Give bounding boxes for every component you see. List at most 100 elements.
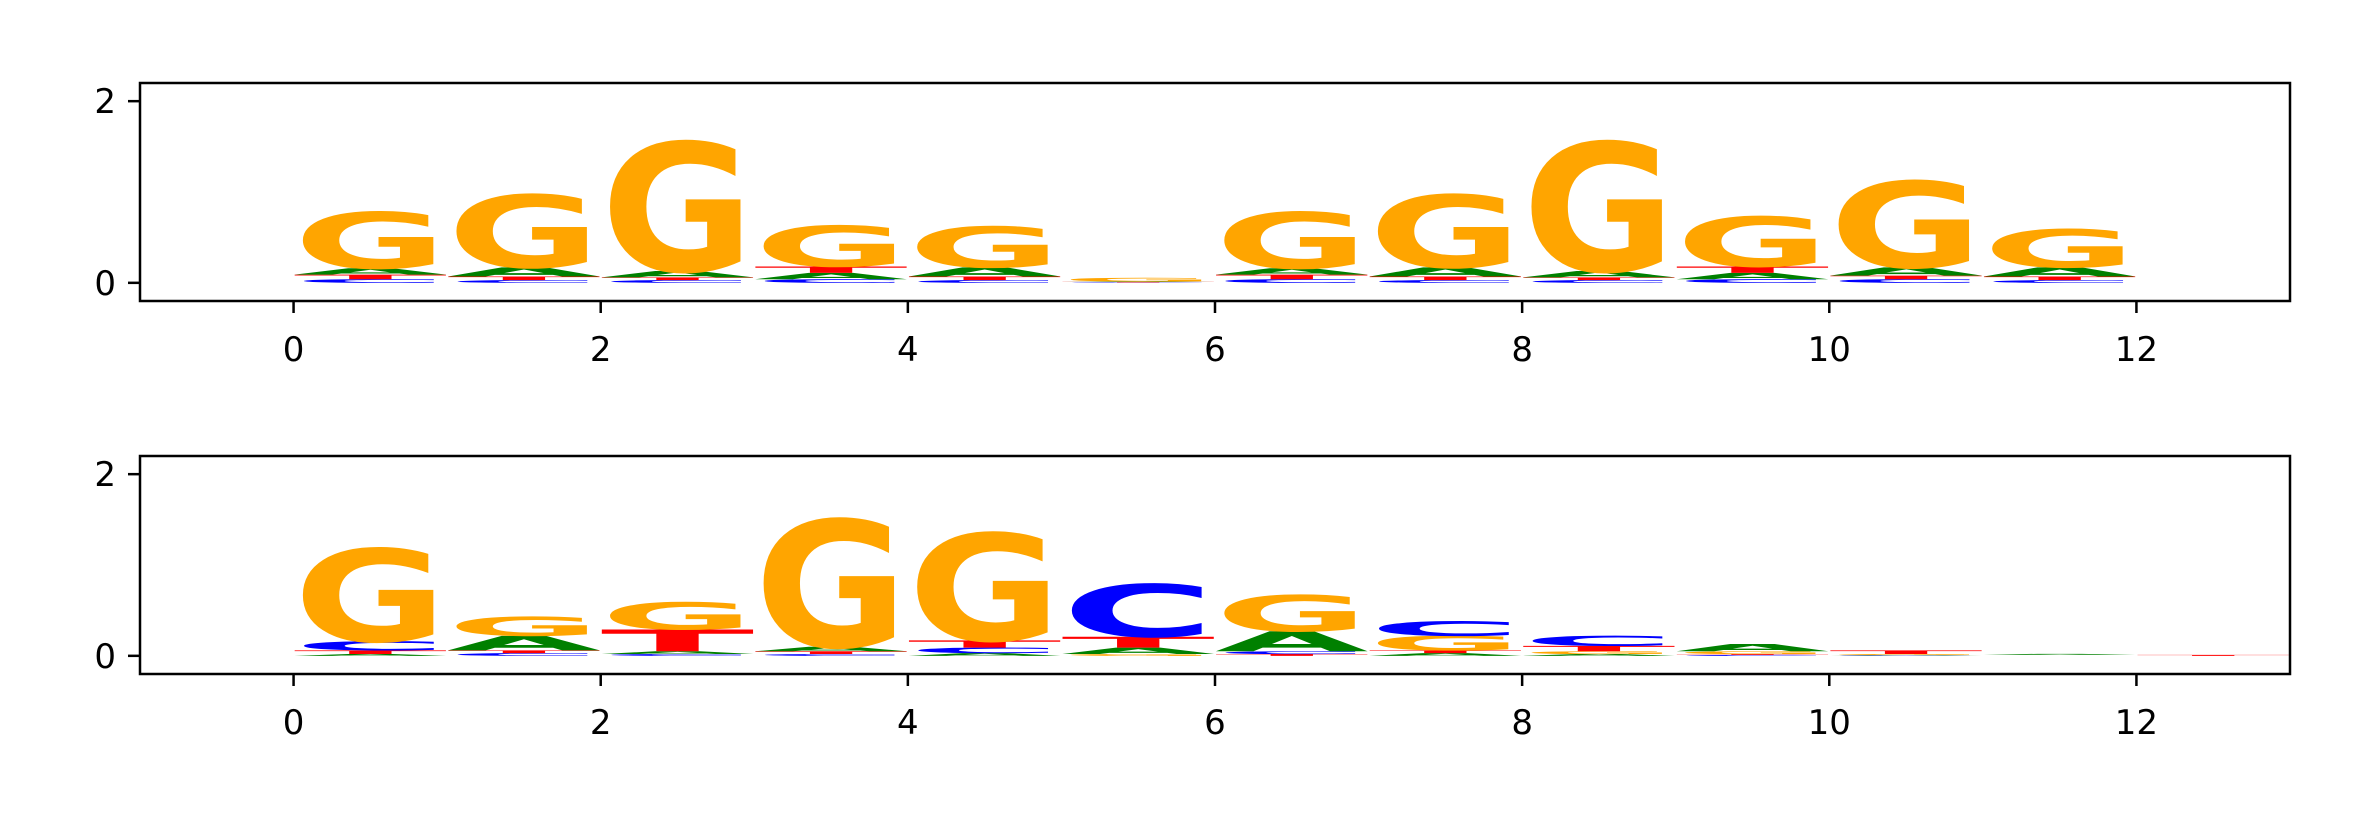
logo-letter-C-pos-9: C	[1676, 655, 1830, 656]
logo-letter-G-pos-11: G	[1983, 219, 2137, 280]
x-tick-label: 12	[2115, 703, 2158, 743]
logo-letter-C-pos-1: C	[447, 279, 601, 283]
logo-letter-G-pos-10: G	[1829, 158, 1983, 296]
logo-letter-A-pos-7: A	[1369, 265, 1523, 279]
logo-letter-C-pos-2: C	[601, 279, 755, 283]
logo-letter-T-pos-9: T	[1676, 654, 1830, 655]
logo-letter-T-pos-3: T	[754, 265, 908, 275]
logo-letter-G-pos-3: G	[754, 215, 908, 280]
y-tick-label: 2	[94, 82, 116, 122]
x-tick-label: 12	[2115, 330, 2158, 370]
logo-letter-A-pos-1: A	[447, 632, 601, 655]
logo-letter-T-pos-6: T	[1215, 654, 1369, 657]
logo-letter-C-pos-8: C	[1522, 279, 1676, 283]
logo-letter-C-pos-10: C	[1829, 655, 1983, 656]
logo-letter-C-pos-6: C	[1215, 651, 1369, 655]
logo-letter-A-pos-2: A	[601, 651, 755, 655]
logo-letter-A-pos-4: A	[908, 265, 1062, 279]
logo-letter-A-pos-3: A	[754, 646, 908, 653]
logo-letter-C-pos-6: C	[1215, 278, 1369, 284]
logo-letter-T-pos-0: T	[294, 649, 448, 655]
logo-letter-T-pos-1: T	[447, 275, 601, 281]
logo-letter-G-pos-3: G	[754, 485, 908, 689]
logo-letter-C-pos-11: C	[1983, 279, 2137, 283]
x-tick-label: 8	[1511, 703, 1533, 743]
logo-letter-G-pos-4: G	[908, 215, 1062, 280]
x-tick-label: 4	[897, 330, 919, 370]
x-tick-label: 4	[897, 703, 919, 743]
logo-letter-C-pos-3: C	[754, 278, 908, 284]
logo-letter-C-pos-10: C	[1829, 278, 1983, 284]
y-tick-label: 2	[94, 455, 116, 495]
logo-letter-C-pos-4: C	[908, 279, 1062, 283]
logo-letter-G-pos-2: G	[601, 107, 755, 313]
logo-letter-A-pos-0: A	[294, 267, 448, 277]
logo-letter-G-pos-9: G	[1676, 203, 1830, 283]
logo-letter-T-pos-5: T	[1061, 282, 1215, 283]
logo-letter-G-pos-2: G	[601, 595, 755, 639]
logo-letter-G-pos-8: G	[1522, 651, 1676, 655]
logo-letter-T-pos-12: T	[2136, 655, 2290, 656]
x-tick-label: 10	[1808, 330, 1851, 370]
logo-letter-C-pos-0: C	[294, 278, 448, 284]
x-tick-label: 2	[590, 703, 612, 743]
logo-letter-A-pos-7: A	[1369, 652, 1523, 656]
logo-letter-G-pos-0: G	[294, 524, 448, 672]
x-tick-label: 6	[1204, 330, 1226, 370]
logo-letter-A-pos-9: A	[1676, 271, 1830, 281]
logo-letter-A-pos-8: A	[1522, 269, 1676, 279]
logo-letter-G-pos-5: G	[1061, 277, 1215, 283]
logo-letter-G-pos-6: G	[1215, 585, 1369, 643]
logo-letter-T-pos-1: T	[447, 650, 601, 654]
logo-letter-T-pos-4: T	[908, 275, 1062, 281]
x-tick-label: 10	[1808, 703, 1851, 743]
logo-letter-C-pos-4: C	[908, 646, 1062, 655]
logo-letter-G-pos-1: G	[447, 612, 601, 642]
logo-letter-A-pos-5: A	[1061, 646, 1215, 656]
logo-letter-G-pos-7: G	[1369, 176, 1523, 292]
logo-letter-T-pos-5: T	[1061, 634, 1215, 651]
logo-letter-G-pos-9: G	[1676, 651, 1830, 655]
logo-letter-C-pos-7: C	[1369, 617, 1523, 640]
logo-letter-C-pos-7: C	[1369, 279, 1523, 283]
logo-letter-T-pos-11: T	[1983, 275, 2137, 281]
logo-letter-T-pos-4: T	[908, 638, 1062, 650]
logo-letter-C-pos-0: C	[294, 639, 448, 654]
y-tick-label: 0	[94, 637, 116, 677]
logo-letter-C-pos-9: C	[1676, 278, 1830, 284]
logo-letter-T-pos-10: T	[1829, 649, 1983, 655]
logo-letter-C-pos-2: C	[601, 654, 755, 657]
logo-letter-A-pos-6: A	[1215, 267, 1369, 277]
x-tick-label: 0	[283, 703, 305, 743]
logo-letter-T-pos-8: T	[1522, 644, 1676, 653]
logo-letter-G-pos-6: G	[1215, 197, 1369, 287]
x-tick-label: 0	[283, 330, 305, 370]
logo-letter-G-pos-0: G	[294, 197, 448, 287]
logo-letter-G-pos-5: G	[1061, 654, 1215, 657]
logo-letter-T-pos-0: T	[294, 273, 448, 280]
logo-letter-A-pos-8: A	[1522, 654, 1676, 657]
logo-letter-G-pos-4: G	[908, 504, 1062, 675]
x-tick-label: 8	[1511, 330, 1533, 370]
logo-letter-A-pos-5: A	[1061, 281, 1215, 282]
logo-letter-A-pos-6: A	[1215, 626, 1369, 658]
logo-letter-A-pos-2: A	[601, 269, 755, 279]
logo-letter-G-pos-10: G	[1829, 654, 1983, 655]
logo-letter-A-pos-9: A	[1676, 642, 1830, 654]
logo-letter-T-pos-7: T	[1369, 275, 1523, 281]
logo-letter-A-pos-1: A	[447, 265, 601, 279]
logo-letter-T-pos-2: T	[601, 277, 755, 281]
logo-letter-C-pos-3: C	[754, 654, 908, 657]
logo-letter-T-pos-9: T	[1676, 265, 1830, 275]
logo-letter-T-pos-6: T	[1215, 273, 1369, 280]
logo-letter-A-pos-0: A	[294, 654, 448, 657]
logo-letter-T-pos-3: T	[754, 651, 908, 655]
logo-letter-A-pos-11: A	[1983, 654, 2137, 656]
logo-letter-G-pos-1: G	[447, 176, 601, 292]
logo-letter-A-pos-4: A	[908, 652, 1062, 656]
